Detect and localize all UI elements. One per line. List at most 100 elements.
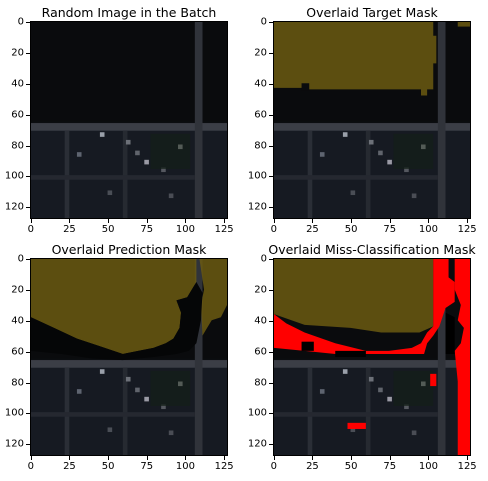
panel-title-p1: Random Image in the Batch — [41, 5, 217, 20]
vertical-road — [194, 259, 203, 455]
y-tick-mark — [26, 52, 30, 54]
building-1 — [99, 132, 105, 137]
y-tick-mark — [269, 382, 273, 384]
building-4 — [368, 376, 374, 382]
building-4 — [125, 376, 131, 382]
miss-red-small — [430, 373, 437, 387]
building-3 — [144, 396, 149, 402]
building-4 — [368, 139, 374, 145]
y-tick-label: 0 — [260, 16, 267, 28]
x-tick-mark — [30, 219, 32, 223]
miss-red-right-2 — [454, 259, 470, 455]
building-9 — [411, 430, 417, 436]
y-tick-mark — [26, 83, 30, 85]
building-8 — [350, 427, 356, 433]
minor-road-1 — [307, 367, 313, 455]
x-tick-mark — [351, 456, 353, 460]
y-tick-mark — [269, 21, 273, 23]
panel-title-p2: Overlaid Target Mask — [306, 5, 438, 20]
x-tick-label: 100 — [175, 461, 195, 472]
image-axes-p1 — [30, 21, 228, 219]
y-tick-mark — [269, 289, 273, 291]
building-3 — [387, 159, 392, 165]
y-tick-label: 20 — [254, 284, 267, 296]
prediction-mask-region — [31, 259, 197, 354]
y-tick-label: 120 — [247, 201, 267, 213]
y-tick-label: 80 — [11, 377, 24, 389]
x-tick-mark — [467, 219, 469, 223]
building-6 — [161, 404, 166, 410]
x-tick-label: 0 — [27, 461, 34, 472]
x-tick-label: 75 — [383, 461, 397, 472]
y-tick-label: 0 — [17, 16, 24, 28]
y-tick-mark — [269, 52, 273, 54]
x-tick-label: 75 — [140, 224, 154, 235]
image-axes-p3 — [30, 258, 228, 456]
image-canvas-p1 — [31, 22, 227, 218]
minor-road-3 — [31, 175, 195, 180]
x-tick-mark — [389, 456, 391, 460]
y-tick-label: 0 — [260, 253, 267, 265]
green-patch — [150, 370, 191, 406]
y-tick-mark — [269, 320, 273, 322]
y-tick-mark — [269, 114, 273, 116]
x-tick-mark — [312, 456, 314, 460]
y-tick-label: 100 — [4, 407, 24, 419]
x-tick-mark — [273, 219, 275, 223]
y-tick-mark — [269, 413, 273, 415]
y-tick-label: 40 — [11, 315, 24, 327]
building-7 — [135, 150, 140, 156]
target-mask-notch — [301, 83, 310, 91]
x-tick-mark — [185, 456, 187, 460]
horizontal-road — [31, 360, 227, 368]
minor-road-2 — [122, 367, 128, 455]
horizontal-road — [274, 360, 470, 368]
y-tick-label: 40 — [254, 78, 267, 90]
x-tick-mark — [467, 456, 469, 460]
y-tick-label: 80 — [254, 140, 267, 152]
y-tick-label: 100 — [247, 407, 267, 419]
x-tick-mark — [428, 219, 430, 223]
x-tick-label: 125 — [457, 224, 477, 235]
x-tick-label: 100 — [175, 224, 195, 235]
y-tick-label: 80 — [254, 377, 267, 389]
x-tick-mark — [146, 219, 148, 223]
panel-title-p3: Overlaid Prediction Mask — [51, 242, 207, 257]
building-6 — [404, 167, 409, 173]
x-tick-label: 0 — [270, 224, 277, 235]
building-5 — [319, 152, 325, 157]
image-canvas-p3 — [31, 259, 227, 455]
miss-black-block-2 — [335, 350, 366, 357]
y-tick-label: 80 — [11, 140, 24, 152]
y-tick-mark — [26, 145, 30, 147]
building-6 — [404, 404, 409, 410]
y-tick-mark — [26, 351, 30, 353]
miss-black-block-1 — [301, 341, 314, 351]
x-tick-label: 125 — [457, 461, 477, 472]
building-7 — [135, 387, 140, 393]
y-tick-label: 20 — [11, 47, 24, 59]
image-axes-p2 — [273, 21, 471, 219]
y-tick-label: 20 — [11, 284, 24, 296]
image-axes-p4 — [273, 258, 471, 456]
y-tick-label: 20 — [254, 47, 267, 59]
prediction-mask-right — [199, 259, 227, 336]
x-tick-label: 75 — [383, 224, 397, 235]
building-5 — [76, 152, 82, 157]
x-tick-label: 100 — [418, 461, 438, 472]
x-tick-label: 100 — [418, 224, 438, 235]
vertical-road — [437, 259, 446, 455]
x-tick-mark — [69, 456, 71, 460]
y-tick-label: 60 — [11, 346, 24, 358]
y-tick-label: 40 — [254, 315, 267, 327]
x-tick-label: 25 — [63, 461, 76, 472]
minor-road-1 — [307, 130, 313, 218]
x-tick-label: 50 — [101, 224, 115, 235]
minor-road-2 — [365, 130, 371, 218]
y-tick-mark — [269, 351, 273, 353]
x-tick-label: 50 — [344, 461, 358, 472]
building-8 — [350, 190, 356, 196]
x-tick-label: 25 — [63, 224, 76, 235]
building-8 — [107, 427, 113, 433]
